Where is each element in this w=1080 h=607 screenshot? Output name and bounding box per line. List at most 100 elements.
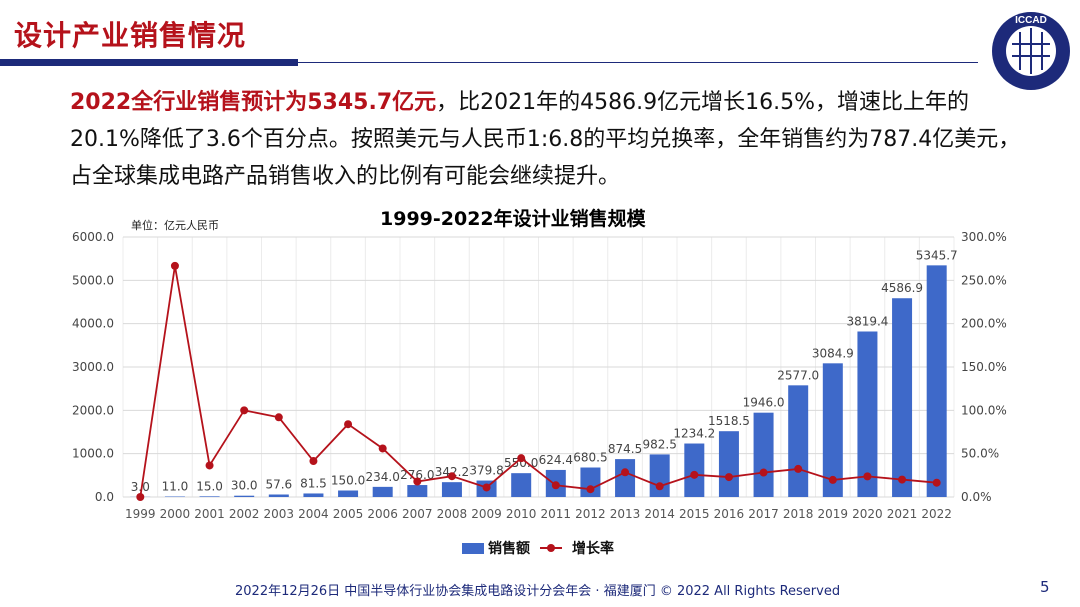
legend-line-swatch xyxy=(540,544,562,552)
bar-data-label: 1518.5 xyxy=(708,414,750,428)
growth-rate-point xyxy=(551,481,560,490)
bar-data-label: 3084.9 xyxy=(812,346,854,360)
growth-rate-point xyxy=(136,493,145,501)
bar-data-label: 1234.2 xyxy=(673,427,715,441)
x-axis-tick-label: 2021 xyxy=(887,507,918,521)
x-axis-tick-label: 2018 xyxy=(783,507,814,521)
x-axis-tick-label: 2015 xyxy=(679,507,710,521)
bar xyxy=(199,496,220,497)
growth-rate-point xyxy=(482,483,491,492)
bar-data-label: 342.2 xyxy=(435,465,469,479)
x-axis-tick-label: 2014 xyxy=(644,507,675,521)
bar xyxy=(684,443,705,497)
x-axis-tick-label: 2004 xyxy=(298,507,329,521)
x-axis-tick-label: 2010 xyxy=(506,507,537,521)
growth-rate-point xyxy=(274,413,283,422)
growth-rate-point xyxy=(655,482,664,491)
bar xyxy=(580,467,601,497)
bar-data-label: 30.0 xyxy=(231,479,258,493)
legend-bar-swatch xyxy=(462,542,484,554)
x-axis-tick-label: 2011 xyxy=(541,507,572,521)
x-axis-tick-label: 2000 xyxy=(160,507,191,521)
growth-rate-point xyxy=(447,472,456,481)
x-axis-tick-label: 2012 xyxy=(575,507,606,521)
bar-data-label: 379.8 xyxy=(469,464,503,478)
bar-data-label: 3.0 xyxy=(131,480,150,494)
bar xyxy=(926,265,947,497)
bar-data-label: 550.0 xyxy=(504,456,538,470)
bar-data-label: 11.0 xyxy=(162,480,189,494)
right-axis-tick-label: 300.0% xyxy=(961,230,1007,244)
x-axis-tick-label: 2017 xyxy=(748,507,779,521)
growth-rate-point xyxy=(828,475,837,484)
bar-data-label: 3819.4 xyxy=(846,314,888,328)
x-axis-tick-label: 1999 xyxy=(125,507,156,521)
growth-rate-point xyxy=(932,478,941,487)
bar xyxy=(649,454,670,497)
growth-rate-point xyxy=(863,472,872,481)
bar xyxy=(338,490,359,497)
right-axis-tick-label: 100.0% xyxy=(961,403,1007,417)
growth-rate-point xyxy=(621,468,630,477)
x-axis-tick-label: 2007 xyxy=(402,507,433,521)
svg-text:ICCAD: ICCAD xyxy=(1015,15,1047,26)
legend-line-label: 增长率 xyxy=(572,541,614,557)
page-number: 5 xyxy=(1040,578,1050,596)
bar xyxy=(892,298,913,497)
growth-rate-point xyxy=(724,473,733,482)
x-axis-tick-label: 2020 xyxy=(852,507,883,521)
growth-rate-point xyxy=(170,261,179,270)
x-axis-tick-label: 2006 xyxy=(367,507,398,521)
summary-paragraph: 2022全行业销售预计为5345.7亿元，比2021年的4586.9亿元增长16… xyxy=(70,84,1030,195)
title-rule-thin xyxy=(298,62,978,63)
bar-data-label: 15.0 xyxy=(196,479,223,493)
growth-rate-point xyxy=(240,406,249,415)
bar xyxy=(718,431,739,497)
left-axis-tick-label: 0.0 xyxy=(95,490,114,504)
bar xyxy=(788,385,809,497)
summary-highlight: 2022全行业销售预计为5345.7亿元 xyxy=(70,90,437,115)
growth-rate-point xyxy=(413,477,422,486)
bar xyxy=(615,459,636,497)
right-axis-tick-label: 50.0% xyxy=(961,447,999,461)
bar-data-label: 624.4 xyxy=(539,453,573,467)
left-axis-tick-label: 2000.0 xyxy=(72,403,114,417)
bar-data-label: 150.0 xyxy=(331,474,365,488)
bar xyxy=(303,493,324,497)
bar-data-label: 5345.7 xyxy=(916,248,958,262)
chart-legend: 销售额 增长率 xyxy=(462,538,614,558)
bar-data-label: 234.0 xyxy=(366,470,400,484)
growth-rate-point xyxy=(759,468,768,477)
growth-rate-point xyxy=(794,464,803,473)
growth-rate-point xyxy=(517,454,526,463)
bar xyxy=(372,486,393,497)
x-axis-tick-label: 2009 xyxy=(471,507,502,521)
bar-data-label: 4586.9 xyxy=(881,281,923,295)
growth-rate-point xyxy=(586,485,595,494)
bar xyxy=(511,473,532,497)
slide-title: 设计产业销售情况 xyxy=(14,19,247,52)
growth-rate-point xyxy=(898,475,907,484)
chart-unit-label: 单位：亿元人民币 xyxy=(131,219,219,232)
growth-rate-point xyxy=(690,470,699,479)
right-axis-tick-label: 250.0% xyxy=(961,273,1007,287)
bar xyxy=(857,331,878,497)
footer-text: 2022年12月26日 中国半导体行业协会集成电路设计分会年会 · 福建厦门 ©… xyxy=(235,584,841,599)
bar-data-label: 1946.0 xyxy=(743,396,785,410)
right-axis-tick-label: 0.0% xyxy=(961,490,992,504)
right-axis-tick-label: 150.0% xyxy=(961,360,1007,374)
x-axis-tick-label: 2016 xyxy=(714,507,745,521)
x-axis-tick-label: 2002 xyxy=(229,507,260,521)
bar-data-label: 982.5 xyxy=(643,437,677,451)
summary-text: ，比2021年的4586.9亿元增长16.5%，增速比上年的20.1%降低了3.… xyxy=(70,90,1021,189)
bar-data-label: 276.0 xyxy=(400,468,434,482)
left-axis-tick-label: 1000.0 xyxy=(72,447,114,461)
bar-data-label: 874.5 xyxy=(608,442,642,456)
bar-data-label: 2577.0 xyxy=(777,368,819,382)
right-axis-tick-label: 200.0% xyxy=(961,317,1007,331)
chart-title: 1999-2022年设计业销售规模 xyxy=(380,208,646,230)
left-axis-tick-label: 4000.0 xyxy=(72,317,114,331)
left-axis-tick-label: 3000.0 xyxy=(72,360,114,374)
bar-data-label: 81.5 xyxy=(300,476,327,490)
